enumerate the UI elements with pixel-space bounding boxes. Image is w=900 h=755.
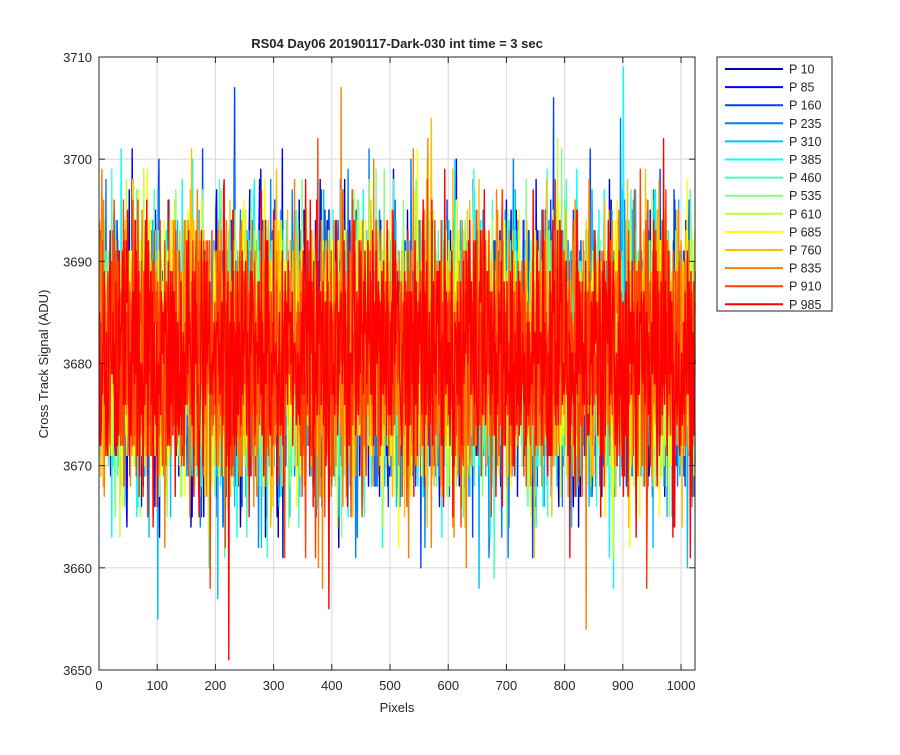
legend-label: P 460 [789, 171, 821, 185]
legend-label: P 760 [789, 244, 821, 258]
legend-label: P 910 [789, 280, 821, 294]
legend-label: P 160 [789, 99, 821, 113]
x-tick-label: 300 [263, 678, 285, 693]
legend-label: P 235 [789, 117, 821, 131]
y-tick-label: 3690 [63, 254, 92, 269]
legend-label: P 310 [789, 135, 821, 149]
x-axis-label: Pixels [380, 700, 415, 715]
y-tick-label: 3700 [63, 152, 92, 167]
y-tick-label: 3710 [63, 50, 92, 65]
series-layer [98, 66, 696, 661]
chart-title: RS04 Day06 20190117-Dark-030 int time = … [251, 36, 543, 51]
legend-label: P 685 [789, 225, 821, 239]
legend-label: P 610 [789, 207, 821, 221]
tick-layer: 0 100 200 300 400 500 600 700 800 900 1000 3650 3660… [63, 50, 695, 693]
legend-label: P 985 [789, 298, 821, 312]
legend-label: P 385 [789, 153, 821, 167]
legend-label: P 10 [789, 63, 815, 77]
legend-label: P 535 [789, 189, 821, 203]
x-tick-label: 0 [95, 678, 102, 693]
series-line [98, 138, 696, 661]
x-tick-label: 1000 [667, 678, 696, 693]
x-tick-label: 400 [321, 678, 343, 693]
x-tick-label: 900 [612, 678, 634, 693]
series-line [98, 138, 696, 589]
x-tick-label: 700 [496, 678, 518, 693]
legend-entries: P 10 P 85 P 160 P 235 P 310 P 385 P 460 P 535 P … [725, 63, 821, 312]
y-tick-label: 3650 [63, 663, 92, 678]
y-tick-label: 3680 [63, 357, 92, 372]
x-tick-label: 200 [205, 678, 227, 693]
legend-label: P 835 [789, 262, 821, 276]
legend: P 10 P 85 P 160 P 235 P 310 P 385 P 460 P 535 P … [716, 56, 833, 312]
legend-label: P 85 [789, 81, 815, 95]
x-tick-label: 800 [554, 678, 576, 693]
y-tick-label: 3660 [63, 561, 92, 576]
y-axis-label: Cross Track Signal (ADU) [36, 290, 51, 439]
x-tick-label: 500 [379, 678, 401, 693]
x-tick-label: 600 [437, 678, 459, 693]
y-tick-label: 3670 [63, 459, 92, 474]
x-tick-label: 100 [146, 678, 168, 693]
